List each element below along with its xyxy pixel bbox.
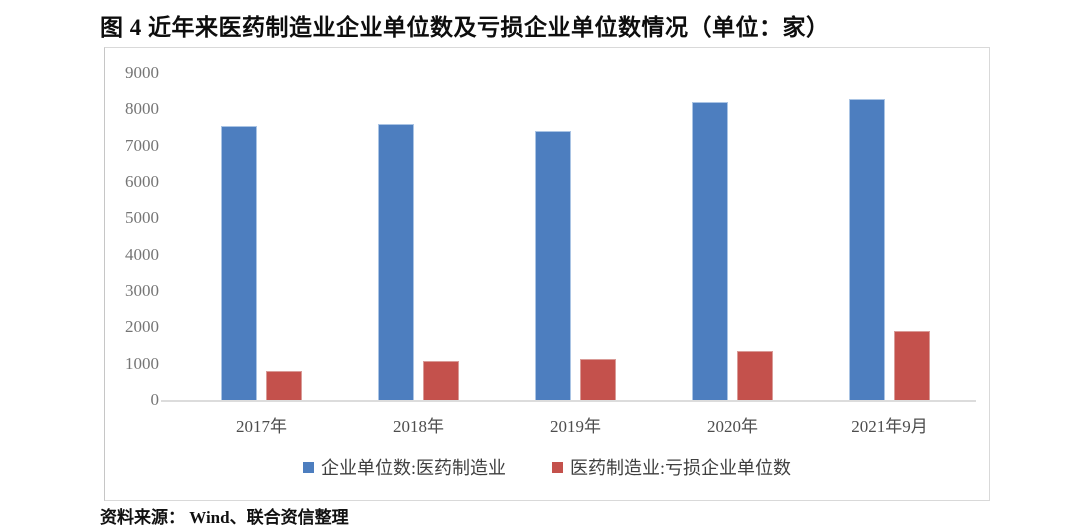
y-tick-label: 3000 (125, 281, 159, 300)
source-note: 资料来源： Wind、联合资信整理 (100, 503, 349, 528)
enterprise-count-bar (692, 102, 728, 400)
y-tick-label: 6000 (125, 172, 159, 191)
legend-swatch-icon (552, 461, 563, 473)
loss-enterprise-count-bar (894, 330, 930, 400)
x-axis-label: 2017年 (236, 417, 287, 436)
y-tick-label: 8000 (125, 99, 159, 119)
x-axis-label: 2019年 (550, 417, 601, 436)
source-note-text: Wind、联合资信整理 (185, 508, 349, 527)
x-axis-line (161, 400, 976, 402)
x-axis-label: 2018年 (393, 417, 444, 436)
enterprise-count-bar (849, 98, 885, 400)
source-note-label: 资料来源： (100, 508, 185, 527)
legend-label: 医药制造业:亏损企业单位数 (570, 458, 791, 478)
y-tick-label: 2000 (125, 317, 159, 337)
loss-enterprise-count-bar (266, 370, 302, 400)
legend-swatch-icon (303, 461, 314, 473)
legend: 企业单位数:医药制造业 医药制造业:亏损企业单位数 (105, 454, 989, 480)
loss-enterprise-count-bar (580, 358, 616, 400)
chart-frame: 0 1000 2000 3000 4000 5000 6000 7000 8000 9000 20… (104, 47, 990, 501)
enterprise-count-bar (378, 123, 414, 400)
enterprise-count-bar (535, 131, 571, 400)
legend-item: 企业单位数:医药制造业 (303, 454, 506, 480)
chart-title: 图 4 近年来医药制造业企业单位数及亏损企业单位数情况（单位：家） (100, 15, 830, 40)
y-tick-label: 7000 (125, 135, 159, 155)
x-axis-label: 2021年9月 (851, 417, 928, 436)
legend-item: 医药制造业:亏损企业单位数 (552, 454, 791, 480)
y-tick-label: 1000 (125, 353, 159, 373)
loss-enterprise-count-bar (737, 351, 773, 400)
y-tick-label: 4000 (125, 244, 159, 264)
legend-label: 企业单位数:医药制造业 (321, 458, 506, 478)
y-tick-label: 0 (150, 390, 160, 409)
x-axis-label: 2020年 (707, 417, 758, 436)
y-tick-label: 5000 (125, 208, 159, 228)
loss-enterprise-count-bar (423, 360, 459, 400)
enterprise-count-bar (221, 125, 257, 400)
y-tick-label: 9000 (125, 63, 159, 82)
